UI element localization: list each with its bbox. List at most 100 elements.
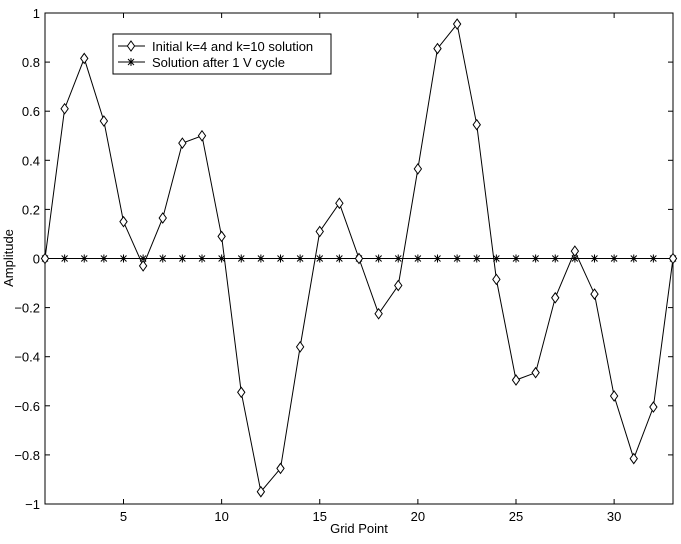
asterisk-stroke (277, 255, 284, 262)
asterisk-stroke (512, 255, 520, 262)
asterisk-stroke (473, 255, 481, 262)
y-tick-label: −0.6 (14, 399, 40, 414)
y-tick-label: 0.2 (22, 202, 40, 217)
data-point-diamond (158, 212, 167, 224)
y-tick-label: −0.2 (14, 301, 40, 316)
series-layer (40, 18, 678, 498)
data-point-asterisk (60, 254, 69, 263)
data-point-diamond (649, 401, 658, 413)
legend-diamond-marker (126, 40, 136, 52)
data-point-asterisk (276, 254, 285, 263)
asterisk-stroke (316, 255, 324, 262)
data-point-diamond (119, 215, 128, 228)
legend-diamond-icon (126, 40, 136, 52)
data-point-diamond (99, 115, 109, 127)
y-tick-label: 0 (33, 252, 40, 267)
asterisk-stroke (591, 255, 598, 262)
data-point-asterisk (472, 254, 481, 263)
x-tick-label: 20 (411, 509, 425, 524)
data-point-diamond (452, 18, 462, 30)
data-point-diamond (276, 462, 285, 475)
data-point-asterisk (99, 254, 108, 263)
data-point-diamond (295, 341, 305, 353)
data-point-asterisk (629, 254, 638, 263)
data-point-asterisk (296, 254, 305, 263)
y-tick-label: 0.4 (22, 153, 40, 168)
y-tick-label: 0.6 (22, 104, 40, 119)
asterisk-stroke (296, 255, 304, 262)
data-point-asterisk (237, 254, 246, 263)
asterisk-stroke (434, 255, 441, 262)
legend-label-series-1: Initial k=4 and k=10 solution (152, 39, 313, 54)
asterisk-stroke (179, 255, 186, 262)
legend-box (112, 33, 332, 75)
data-point-asterisk (256, 254, 265, 263)
asterisk-stroke (120, 255, 127, 262)
asterisk-stroke (453, 255, 461, 262)
data-point-diamond (374, 307, 383, 320)
asterisk-stroke (80, 255, 88, 262)
x-tick-label: 15 (313, 509, 327, 524)
asterisk-stroke (375, 255, 382, 262)
data-point-diamond (472, 118, 481, 131)
asterisk-stroke (100, 255, 108, 262)
x-tick-label: 30 (607, 509, 621, 524)
data-point-asterisk (551, 254, 560, 263)
asterisk-stroke (610, 255, 618, 262)
data-point-diamond (590, 288, 599, 300)
axis-ticks: 5 10 15 20 25 30 −1 −0.8 −0.6 −0.4 −0.2 0 0.2 0.4 0.6 0… (14, 6, 673, 524)
data-point-diamond (60, 102, 69, 115)
data-point-diamond (354, 252, 364, 265)
y-tick-label: −0.8 (14, 448, 40, 463)
data-point-asterisk (413, 254, 422, 263)
x-axis-label: Grid Point (330, 521, 388, 536)
data-point-diamond (413, 163, 423, 175)
data-point-diamond (315, 225, 324, 238)
asterisk-stroke (551, 255, 559, 262)
x-tick-label: 5 (120, 509, 127, 524)
data-point-asterisk (158, 254, 167, 263)
data-point-diamond (80, 52, 89, 65)
y-tick-label: −0.4 (14, 350, 40, 365)
data-point-diamond (335, 197, 344, 210)
data-point-diamond (511, 374, 521, 386)
legend: Initial k=4 and k=10 solution Solution a… (112, 33, 332, 75)
data-point-diamond (237, 386, 246, 399)
data-point-diamond (531, 366, 540, 379)
data-point-asterisk (512, 254, 520, 263)
y-tick-label: −1 (25, 497, 40, 512)
data-point-diamond (197, 129, 207, 142)
data-point-asterisk (453, 254, 462, 263)
asterisk-stroke (336, 255, 343, 262)
data-point-diamond (178, 137, 187, 149)
asterisk-stroke (198, 255, 206, 262)
data-point-diamond (492, 273, 501, 286)
asterisk-stroke (61, 255, 68, 262)
data-point-diamond (217, 230, 226, 243)
asterisk-stroke (414, 255, 422, 262)
data-point-diamond (570, 245, 580, 257)
data-point-asterisk (649, 254, 658, 263)
data-point-diamond (433, 42, 442, 55)
asterisk-stroke (532, 255, 539, 262)
series-1 (40, 18, 678, 498)
data-point-asterisk (335, 254, 344, 263)
legend-label-series-2: Solution after 1 V cycle (152, 55, 285, 70)
data-point-asterisk (433, 254, 442, 263)
data-point-diamond (551, 291, 560, 304)
data-point-diamond (629, 452, 638, 465)
legend-asterisk-marker (127, 58, 135, 66)
asterisk-stroke (237, 255, 245, 262)
data-point-diamond (394, 279, 403, 292)
data-point-asterisk (315, 254, 324, 263)
data-point-asterisk (80, 254, 89, 263)
y-tick-label: 1 (33, 6, 40, 21)
asterisk-stroke (630, 255, 638, 262)
asterisk-stroke (650, 255, 657, 262)
data-point-diamond (40, 252, 50, 265)
data-point-diamond (138, 260, 148, 272)
y-axis-label: Amplitude (1, 229, 16, 287)
data-point-asterisk (531, 254, 540, 263)
data-point-asterisk (119, 254, 128, 263)
